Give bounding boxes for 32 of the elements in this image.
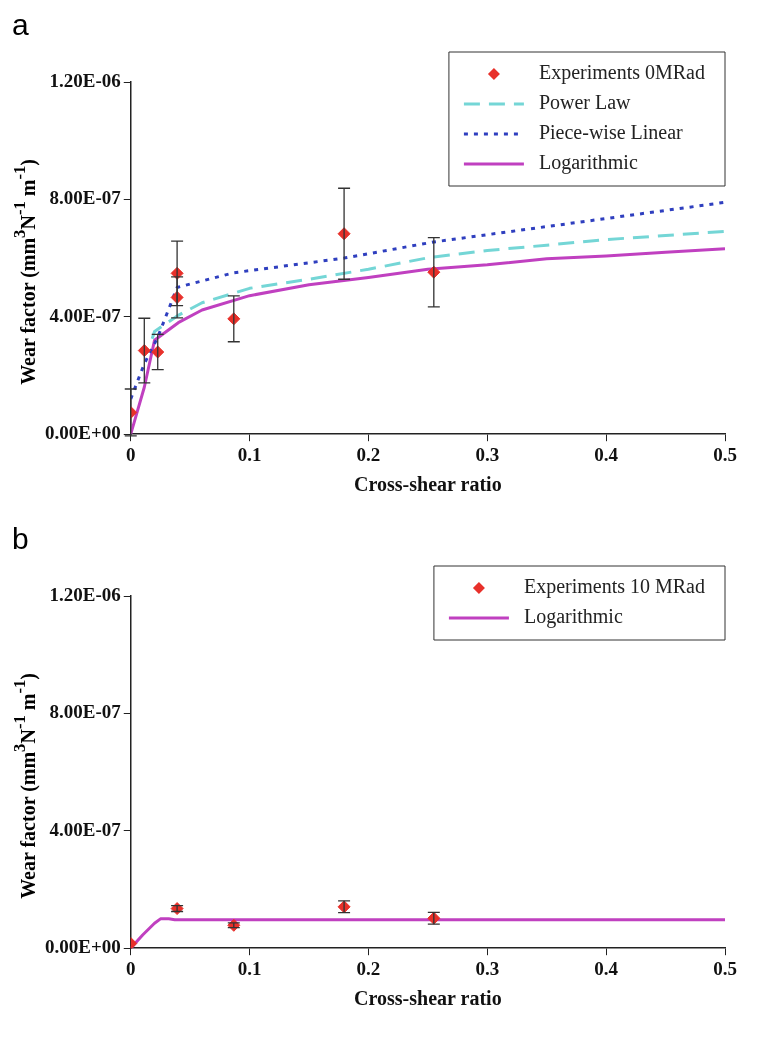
x-tick-label: 0.4 xyxy=(594,957,619,979)
x-axis-title: Cross-shear ratio xyxy=(354,987,502,1010)
y-tick-label: 8.00E-07 xyxy=(49,187,122,209)
y-tick-label: 1.20E-06 xyxy=(49,69,121,91)
y-tick-label: 4.00E-07 xyxy=(49,304,122,326)
x-tick-label: 0.3 xyxy=(475,957,500,979)
y-tick-label: 8.00E-07 xyxy=(49,701,122,723)
y-tick-label: 4.00E-07 xyxy=(49,818,122,840)
chart-title: b xyxy=(11,522,30,556)
x-tick-label: 0.2 xyxy=(356,957,381,979)
x-tick-label: 0.1 xyxy=(237,957,262,979)
x-tick-label: 0.5 xyxy=(713,443,737,465)
line-series xyxy=(150,229,725,341)
y-tick-label: 0.00E+00 xyxy=(45,422,121,444)
y-tick-label: 0.00E+00 xyxy=(45,936,121,958)
legend-label: Piece-wise Linear xyxy=(538,121,684,144)
x-axis-title: Cross-shear ratio xyxy=(354,473,502,496)
x-tick-label: 0.5 xyxy=(713,957,737,979)
x-tick-label: 0.3 xyxy=(475,443,500,465)
x-tick-label: 0.1 xyxy=(237,443,262,465)
x-tick-label: 0.2 xyxy=(356,443,381,465)
x-tick-label: 0 xyxy=(126,443,136,465)
legend-label: Logarithmic xyxy=(523,605,623,629)
legend-label: Power Law xyxy=(538,91,632,114)
legend-label: Logarithmic xyxy=(538,151,638,175)
line-series xyxy=(130,200,725,401)
legend-label: Experiments 10 MRad xyxy=(523,575,706,599)
chart-title: a xyxy=(11,8,30,42)
legend-label: Experiments 0MRad xyxy=(538,61,706,85)
x-tick-label: 0 xyxy=(126,957,136,979)
y-tick-label: 1.20E-06 xyxy=(49,583,121,605)
x-tick-label: 0.4 xyxy=(594,443,619,465)
